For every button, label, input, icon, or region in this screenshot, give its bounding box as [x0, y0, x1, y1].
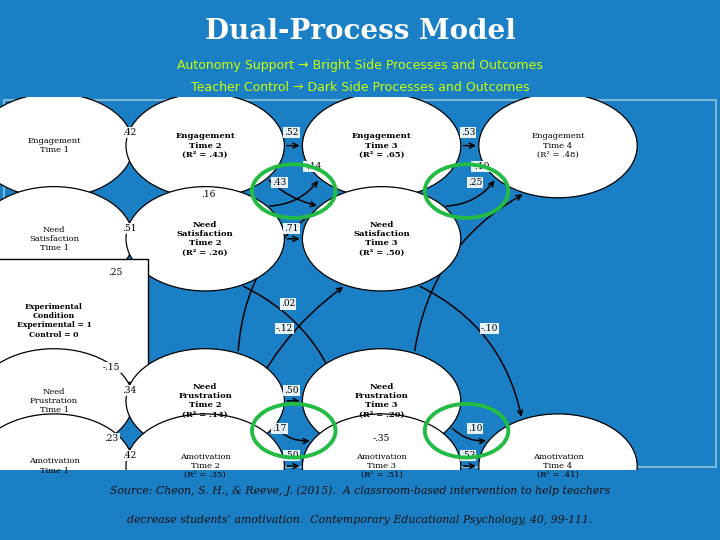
Text: Need
Satisfaction
Time 1: Need Satisfaction Time 1 [29, 226, 79, 252]
Text: .25: .25 [108, 268, 122, 277]
FancyArrowPatch shape [269, 180, 315, 207]
Text: Need
Satisfaction
Time 3
(R² = .50): Need Satisfaction Time 3 (R² = .50) [354, 221, 410, 256]
Text: -.35: -.35 [373, 434, 390, 443]
Text: .53: .53 [461, 451, 475, 460]
FancyArrowPatch shape [415, 195, 521, 350]
FancyArrowPatch shape [144, 368, 150, 374]
FancyArrowPatch shape [420, 286, 523, 415]
Text: Source: Cheon, S. H., & Reeve, J. (2015).  A classroom-based intervention to hel: Source: Cheon, S. H., & Reeve, J. (2015)… [110, 485, 610, 496]
Text: Experimental
Condition
Experimental = 1
Control = 0: Experimental Condition Experimental = 1 … [17, 303, 91, 339]
Text: .52: .52 [284, 128, 299, 137]
Ellipse shape [479, 93, 637, 198]
Ellipse shape [0, 349, 133, 453]
Text: .50: .50 [284, 451, 299, 460]
FancyArrowPatch shape [130, 143, 135, 148]
Ellipse shape [0, 414, 133, 518]
FancyArrowPatch shape [287, 143, 298, 148]
FancyArrowPatch shape [242, 288, 342, 417]
FancyArrowPatch shape [287, 237, 298, 241]
Ellipse shape [302, 93, 461, 198]
Text: Engagement
Time 1: Engagement Time 1 [27, 137, 81, 154]
Text: Amotivation
Time 1: Amotivation Time 1 [29, 457, 79, 475]
FancyArrowPatch shape [137, 272, 144, 278]
Text: .42: .42 [122, 128, 137, 137]
Text: .42: .42 [122, 451, 137, 460]
Text: -.10: -.10 [481, 323, 498, 333]
Text: .16: .16 [202, 190, 216, 199]
FancyArrowPatch shape [464, 143, 474, 148]
Text: .51: .51 [122, 224, 137, 233]
Ellipse shape [302, 349, 461, 453]
Ellipse shape [126, 414, 284, 518]
Text: Need
Frustration
Time 2
(R² = .14): Need Frustration Time 2 (R² = .14) [179, 383, 232, 418]
FancyArrowPatch shape [382, 416, 387, 449]
Text: Engagement
Time 3
(R² = .65): Engagement Time 3 (R² = .65) [351, 132, 412, 159]
Text: .71: .71 [284, 224, 299, 233]
FancyArrowPatch shape [130, 463, 135, 469]
Ellipse shape [126, 187, 284, 291]
FancyArrowPatch shape [287, 399, 298, 403]
Text: Dual-Process Model: Dual-Process Model [204, 18, 516, 45]
Text: Engagement
Time 2
(R² = .43): Engagement Time 2 (R² = .43) [175, 132, 235, 159]
Text: Need
Frustration
Time 1: Need Frustration Time 1 [30, 388, 78, 414]
Text: .50: .50 [284, 386, 299, 395]
Text: -.14: -.14 [305, 161, 322, 171]
Text: Amotivation
Time 4
(R² = .41): Amotivation Time 4 (R² = .41) [533, 453, 583, 480]
Ellipse shape [126, 349, 284, 453]
FancyArrowPatch shape [118, 382, 157, 420]
FancyBboxPatch shape [0, 259, 148, 382]
Text: .23: .23 [104, 434, 119, 443]
Text: -.10: -.10 [472, 161, 490, 171]
Text: .25: .25 [468, 178, 482, 187]
Text: -.12: -.12 [276, 323, 293, 333]
Text: Teacher Control → Dark Side Processes and Outcomes: Teacher Control → Dark Side Processes an… [191, 81, 529, 94]
Text: Engagement
Time 4
(R² = .48): Engagement Time 4 (R² = .48) [531, 132, 585, 159]
Text: .34: .34 [122, 386, 137, 395]
FancyArrowPatch shape [287, 463, 298, 469]
FancyArrowPatch shape [130, 399, 135, 403]
Ellipse shape [302, 187, 461, 291]
FancyArrowPatch shape [238, 195, 345, 350]
Ellipse shape [0, 93, 133, 198]
Ellipse shape [126, 93, 284, 198]
Text: Autonomy Support → Bright Side Processes and Outcomes: Autonomy Support → Bright Side Processes… [177, 59, 543, 72]
Text: Need
Frustration
Time 3
(R² = .20): Need Frustration Time 3 (R² = .20) [355, 383, 408, 418]
Text: decrease students’ amotivation.  Contemporary Educational Psychology, 40, 99-111: decrease students’ amotivation. Contempo… [127, 515, 593, 525]
Ellipse shape [302, 414, 461, 518]
Text: .53: .53 [461, 128, 475, 137]
Text: Need
Satisfaction
Time 2
(R² = .26): Need Satisfaction Time 2 (R² = .26) [177, 221, 233, 256]
Ellipse shape [479, 414, 637, 518]
FancyArrowPatch shape [464, 463, 474, 469]
FancyArrowPatch shape [453, 428, 485, 444]
FancyArrowPatch shape [446, 182, 493, 206]
Text: .17: .17 [272, 424, 287, 433]
FancyArrowPatch shape [270, 182, 317, 206]
Text: .43: .43 [272, 178, 287, 187]
FancyArrowPatch shape [244, 286, 346, 415]
FancyArrowPatch shape [130, 237, 135, 241]
Text: Amotivation
Time 3
(R² = .51): Amotivation Time 3 (R² = .51) [356, 453, 407, 480]
Ellipse shape [0, 187, 133, 291]
FancyArrowPatch shape [276, 428, 308, 444]
Text: .02: .02 [281, 300, 295, 308]
FancyArrowPatch shape [144, 267, 151, 272]
Text: .10: .10 [468, 424, 482, 433]
Text: -.15: -.15 [103, 363, 120, 372]
Text: Amotivation
Time 2
(R² = .35): Amotivation Time 2 (R² = .35) [180, 453, 230, 480]
